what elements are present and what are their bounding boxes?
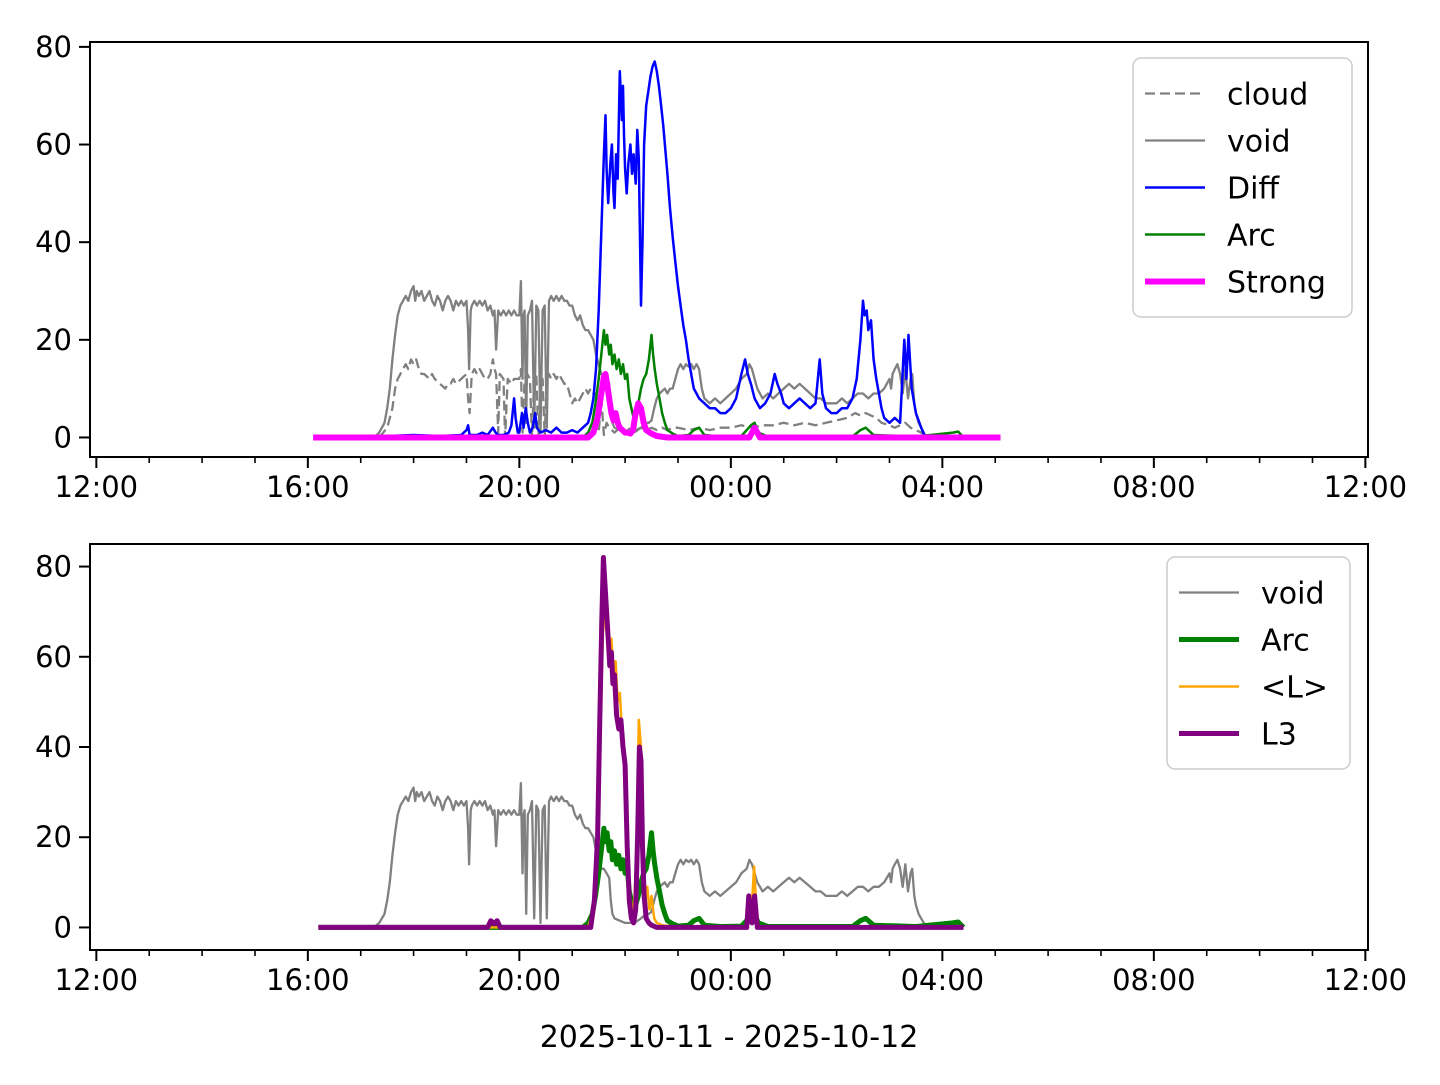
y-tick-label: 40: [35, 225, 72, 259]
y-tick-label: 20: [35, 820, 72, 854]
y-tick-label: 80: [35, 30, 72, 64]
bottom-axes: 12:00 16:00 20:00 00:00 04:00 08:00 12:00 0 20 40…: [35, 543, 1408, 997]
legend-label-arc: Arc: [1261, 624, 1310, 659]
top-axes: 12:00 16:00 20:00 00:00 04:00 08:00 12:00 0 20 40…: [35, 30, 1407, 504]
x-tick-label: 12:00: [55, 470, 139, 504]
x-tick-label: 08:00: [1112, 963, 1196, 997]
legend-label-diff: Diff: [1227, 172, 1280, 207]
x-tick-label: 00:00: [689, 963, 773, 997]
x-tick-label: 16:00: [266, 963, 350, 997]
legend-box: [1166, 556, 1351, 770]
axes-border: [89, 41, 1369, 458]
series-line-strong: [313, 371, 1001, 441]
x-tick-label: 04:00: [901, 963, 985, 997]
y-tick-label: 20: [35, 323, 72, 357]
y-tick-label: 60: [35, 128, 72, 162]
y-tick-label: 40: [35, 730, 72, 764]
y-tick-label: 80: [35, 550, 72, 584]
legend-label-cloud: cloud: [1227, 78, 1308, 113]
legend-label-l3: L3: [1261, 718, 1297, 753]
legend-box: [1132, 57, 1353, 318]
legend-label-void: void: [1261, 577, 1325, 612]
y-tick-label: 60: [35, 640, 72, 674]
x-tick-label: 04:00: [901, 470, 985, 504]
legend-label-void: void: [1227, 125, 1291, 160]
x-tick-label: 12:00: [55, 963, 139, 997]
axes-border: [89, 543, 1369, 951]
series-line-diff: [318, 60, 928, 439]
y-tick-label: 0: [54, 910, 72, 944]
x-tick-label: 00:00: [689, 470, 773, 504]
x-tick-label: 12:00: [1324, 470, 1408, 504]
x-tick-label: 12:00: [1324, 963, 1408, 997]
x-tick-label: 16:00: [266, 470, 350, 504]
x-tick-label: 20:00: [478, 470, 562, 504]
legend-label-arc: Arc: [1227, 219, 1276, 254]
series-line-void: [318, 781, 928, 929]
x-tick-label: 20:00: [478, 963, 562, 997]
legend-label-l-avg: <L>: [1261, 671, 1328, 706]
series-line-cloud: [378, 358, 928, 439]
x-tick-label: 08:00: [1112, 470, 1196, 504]
series-line-l3: [318, 555, 964, 930]
x-axis-title: 2025-10-11 - 2025-10-12: [540, 1020, 919, 1055]
legend-label-strong: Strong: [1227, 266, 1326, 301]
y-tick-label: 0: [54, 420, 72, 454]
